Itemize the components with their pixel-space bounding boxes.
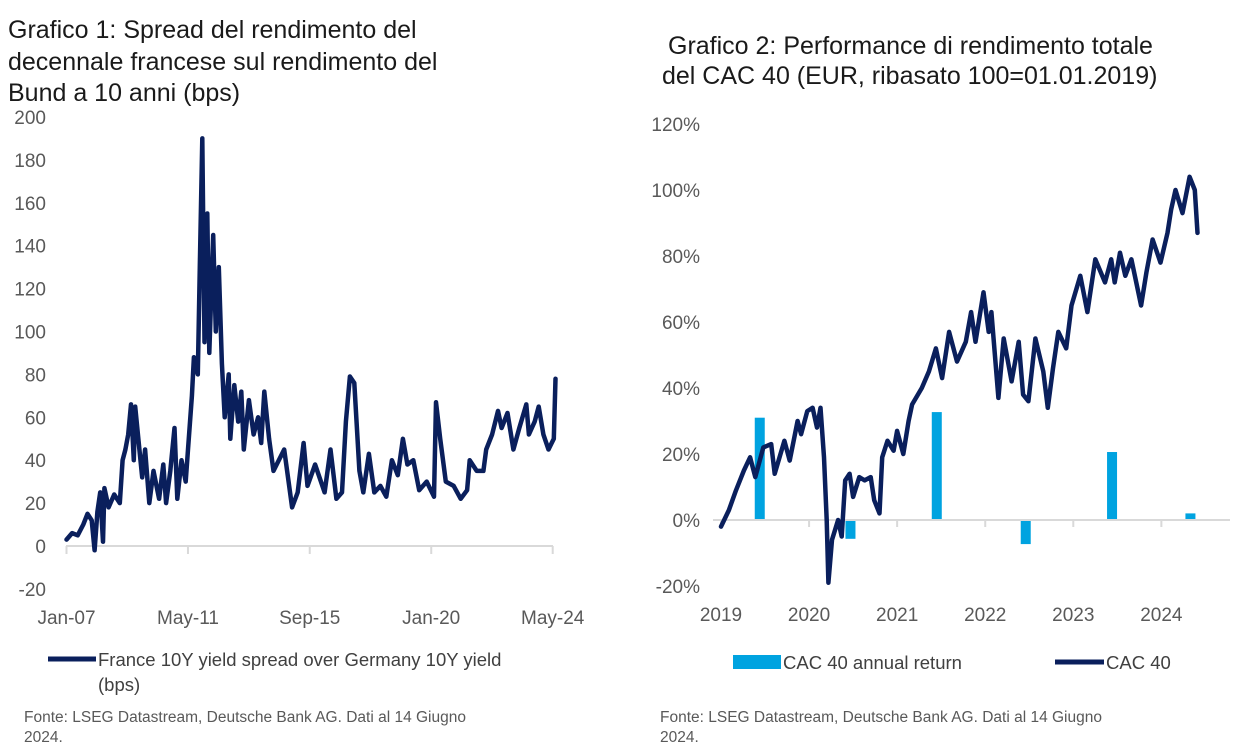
x-tick-label: 2023: [1052, 605, 1094, 626]
y-tick-label: 120%: [651, 115, 700, 136]
y-tick-label: 120: [14, 280, 46, 301]
bar-2020: [845, 520, 856, 539]
chart-1-title-line-3: Bund a 10 anni (bps): [8, 79, 240, 107]
chart-1: Grafico 1: Spread del rendimento del dec…: [8, 16, 585, 746]
chart-1-legend-line-2: (bps): [98, 674, 140, 695]
x-tick-label: May-24: [521, 608, 585, 629]
chart-1-title-line-2: decennale francese sul rendimento del: [8, 48, 437, 76]
y-tick-label: 100%: [651, 181, 700, 202]
chart-1-source-line-2: 2024.: [24, 729, 63, 746]
y-tick-label: -20: [19, 580, 46, 601]
y-tick-label: 0%: [673, 511, 701, 532]
y-tick-label: 100: [14, 323, 46, 344]
y-tick-label: 60%: [662, 313, 700, 334]
y-tick-label: 40: [25, 451, 46, 472]
chart-1-plot: [64, 136, 558, 553]
chart-2-y-axis: 120% 100% 80% 60% 40% 20% 0% -20%: [651, 115, 700, 598]
x-tick-label: 2020: [788, 605, 830, 626]
chart-2-source-line-1: Fonte: LSEG Datastream, Deutsche Bank AG…: [660, 709, 1102, 726]
y-tick-label: 20: [25, 494, 46, 515]
x-tick-label: 2022: [964, 605, 1006, 626]
y-tick-label: -20%: [656, 577, 700, 598]
chart-1-x-axis: Jan-07 May-11 Sep-15 Jan-20 May-24: [37, 545, 585, 629]
x-tick-label: May-11: [157, 608, 219, 629]
y-tick-label: 40%: [662, 379, 700, 400]
chart-2-source-line-2: 2024.: [660, 729, 699, 746]
y-tick-label: 140: [14, 237, 46, 258]
chart-1-legend-line-1: France 10Y yield spread over Germany 10Y…: [98, 649, 501, 670]
y-tick-label: 60: [25, 408, 46, 429]
chart-1-source-line-1: Fonte: LSEG Datastream, Deutsche Bank AG…: [24, 709, 466, 726]
series-line: [64, 136, 558, 553]
y-tick-label: 0: [35, 537, 46, 558]
x-tick-label: Jan-07: [37, 608, 95, 629]
x-tick-label: 2019: [700, 605, 742, 626]
bar-2023: [1107, 452, 1118, 520]
chart-2-legend-bar-swatch: [733, 655, 781, 669]
bar-2021: [931, 412, 942, 520]
x-tick-label: Jan-20: [402, 608, 460, 629]
x-tick-label: Sep-15: [279, 608, 340, 629]
y-tick-label: 80: [25, 365, 46, 386]
bar-2024: [1185, 513, 1196, 520]
y-tick-label: 200: [14, 108, 46, 129]
chart-2: Grafico 2: Performance di rendimento tot…: [651, 32, 1230, 746]
x-tick-label: 2021: [876, 605, 918, 626]
chart-1-title-line-1: Grafico 1: Spread del rendimento del: [8, 16, 417, 44]
chart-2-plot: [718, 174, 1200, 585]
chart-2-legend-bar-label: CAC 40 annual return: [783, 652, 962, 673]
chart-2-title-line-2: del CAC 40 (EUR, ribasato 100=01.01.2019…: [662, 62, 1157, 90]
chart-2-legend-line-label: CAC 40: [1106, 652, 1171, 673]
y-tick-label: 180: [14, 151, 46, 172]
y-tick-label: 80%: [662, 247, 700, 268]
chart-2-title-line-1: Grafico 2: Performance di rendimento tot…: [668, 32, 1153, 60]
chart-2-x-axis: 2019 2020 2021 2022 2023 2024: [700, 519, 1230, 626]
y-tick-label: 20%: [662, 445, 700, 466]
x-tick-label: 2024: [1140, 605, 1183, 626]
y-tick-label: 160: [14, 194, 46, 215]
bar-2022: [1020, 520, 1031, 545]
series-line: [718, 174, 1200, 585]
